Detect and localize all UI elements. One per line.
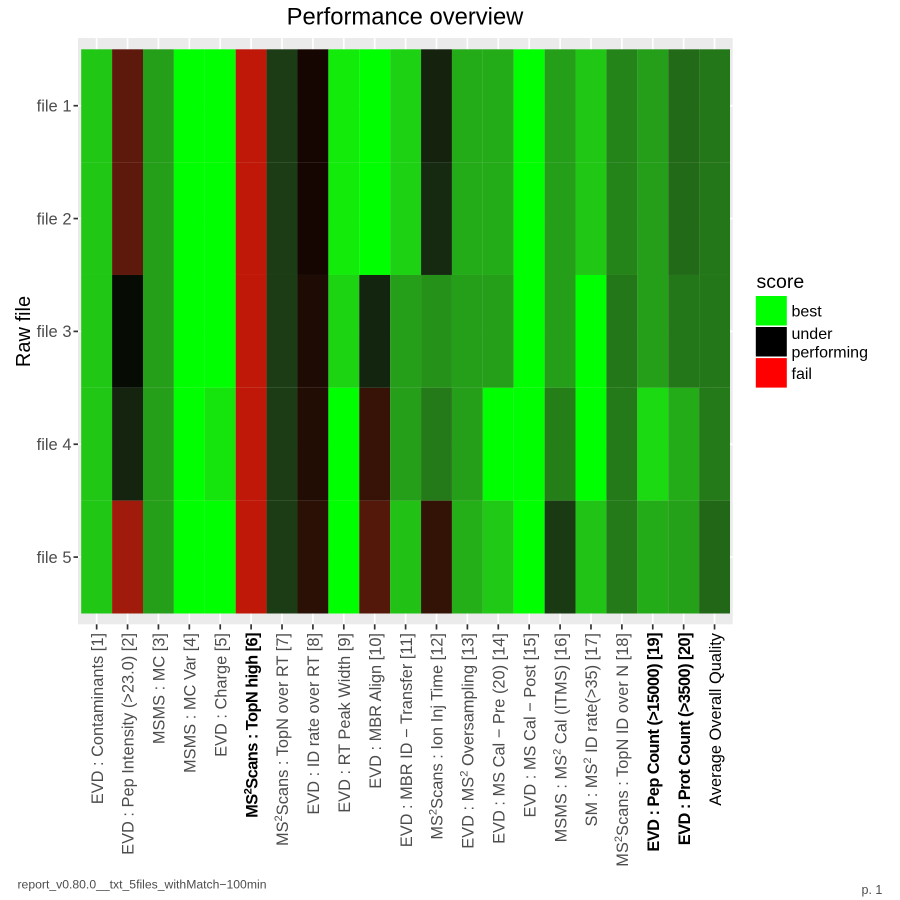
svg-text:EVD : Pep Intensity (>23.0) [2: EVD : Pep Intensity (>23.0) [2] — [120, 633, 138, 855]
svg-text:Performance overview: Performance overview — [287, 4, 525, 31]
svg-text:MS2​Scans : TopN over RT [7]: MS2​Scans : TopN over RT [7] — [273, 633, 292, 846]
svg-text:MSMS : MC Var [4]: MSMS : MC Var [4] — [182, 633, 200, 773]
svg-text:EVD : Prot Count (>3500) [20]: EVD : Prot Count (>3500) [20] — [676, 633, 694, 845]
svg-text:EVD : ID rate over RT [8]: EVD : ID rate over RT [8] — [305, 633, 323, 815]
svg-text:Average Overall Quality: Average Overall Quality — [707, 632, 725, 806]
svg-text:EVD : MS Cal − Pre (20) [14]: EVD : MS Cal − Pre (20) [14] — [490, 633, 508, 844]
svg-text:MS2​Scans : TopN high [6]: MS2​Scans : TopN high [6] — [242, 633, 261, 818]
svg-text:performing: performing — [792, 344, 868, 361]
svg-text:EVD : MBR Align [10]: EVD : MBR Align [10] — [367, 633, 385, 789]
svg-text:report_v0.80.0__txt_5files_wit: report_v0.80.0__txt_5files_withMatch−100… — [18, 878, 267, 892]
svg-text:score: score — [757, 271, 805, 293]
svg-text:EVD : RT Peak Width [9]: EVD : RT Peak Width [9] — [336, 633, 354, 813]
svg-text:fail: fail — [792, 366, 812, 383]
svg-text:SM : MS2​ ID rate(>35) [17]: SM : MS2​ ID rate(>35) [17] — [582, 633, 601, 826]
svg-text:EVD : Charge [5]: EVD : Charge [5] — [212, 633, 230, 757]
svg-text:MSMS : MS2​ Cal (ITMS) [16]: MSMS : MS2​ Cal (ITMS) [16] — [551, 633, 570, 842]
svg-text:file 1: file 1 — [37, 98, 72, 116]
svg-text:MSMS : MC [3]: MSMS : MC [3] — [151, 633, 169, 744]
svg-text:MS2​Scans : Ion Inj Time [12]: MS2​Scans : Ion Inj Time [12] — [428, 633, 447, 840]
svg-text:MS2​Scans : TopN ID over N [18: MS2​Scans : TopN ID over N [18] — [613, 633, 632, 867]
svg-text:EVD : MBR ID − Transfer [11]: EVD : MBR ID − Transfer [11] — [398, 633, 416, 847]
svg-text:Raw file: Raw file — [13, 296, 35, 367]
svg-text:file 3: file 3 — [37, 323, 72, 341]
svg-text:file 4: file 4 — [37, 436, 72, 454]
svg-text:EVD : MS2​ Oversampling [13]: EVD : MS2​ Oversampling [13] — [459, 633, 478, 849]
svg-text:p. 1: p. 1 — [862, 883, 883, 897]
svg-text:best: best — [792, 304, 823, 321]
svg-text:under: under — [792, 326, 834, 343]
svg-text:file 2: file 2 — [37, 210, 72, 228]
svg-text:EVD : MS Cal − Post [15]: EVD : MS Cal − Post [15] — [521, 633, 539, 817]
svg-text:file 5: file 5 — [37, 549, 72, 567]
svg-text:EVD : Contaminants [1]: EVD : Contaminants [1] — [89, 633, 107, 804]
svg-text:EVD : Pep Count (>15000) [19]: EVD : Pep Count (>15000) [19] — [645, 633, 663, 852]
